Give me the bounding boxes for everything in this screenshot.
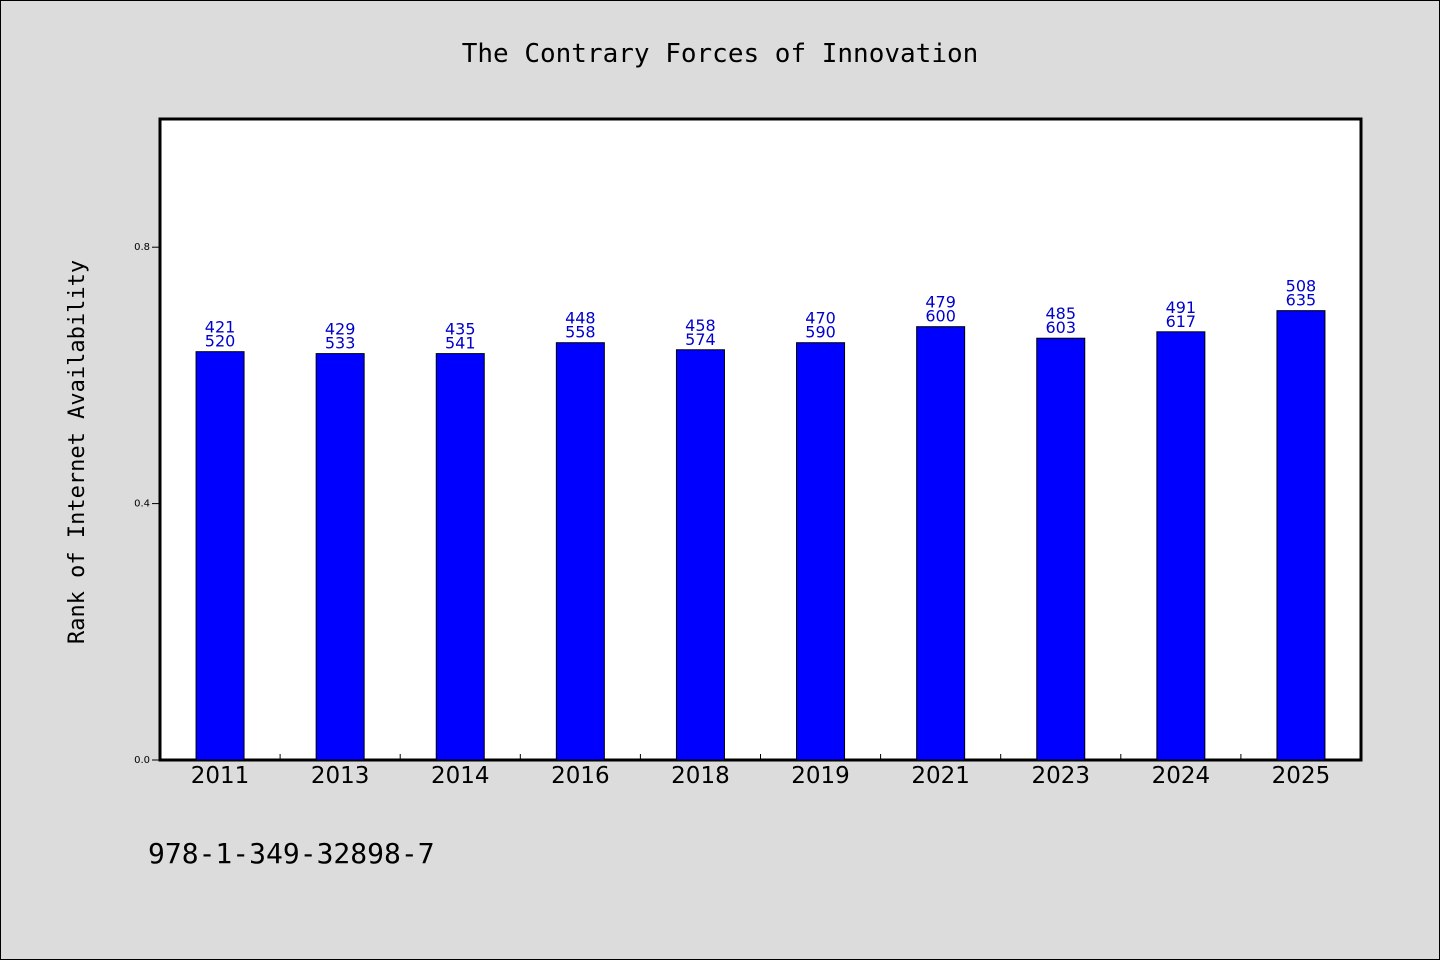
bar-2025 [1276, 310, 1326, 761]
isbn-footer: 978-1-349-32898-7 [148, 837, 435, 870]
data-label-top-2016: 448 [565, 309, 596, 328]
bar-2023 [1036, 337, 1086, 761]
data-label-top-2021: 479 [925, 293, 956, 312]
data-label-bottom-2011: 520 [205, 332, 236, 351]
bar-2014 [435, 353, 485, 761]
x-tick-label-2021: 2021 [911, 763, 970, 789]
bar-2024 [1156, 331, 1206, 761]
x-tick-label-2016: 2016 [551, 763, 610, 789]
data-label-bottom-2018: 574 [685, 330, 716, 349]
data-label-bottom-2025: 635 [1286, 291, 1317, 310]
data-label-bottom-2023: 603 [1045, 318, 1076, 337]
bar-2013 [315, 353, 365, 761]
data-label-bottom-2021: 600 [925, 307, 956, 326]
bar-2018 [675, 349, 725, 761]
y-tick-label-2: 0.8 [134, 242, 150, 253]
data-label-top-2019: 470 [805, 309, 836, 328]
y-tick-label-0: 0.0 [134, 755, 150, 766]
bar-2019 [796, 342, 846, 761]
bar-2016 [555, 342, 605, 761]
y-tick-label-1: 0.4 [134, 499, 150, 510]
bars-group [195, 310, 1326, 761]
y-axis-ticks: 0.0 0.4 0.8 [134, 242, 160, 766]
data-label-bottom-2016: 558 [565, 323, 596, 342]
data-label-top-2013: 429 [325, 320, 356, 339]
data-label-bottom-2014: 541 [445, 334, 476, 353]
data-label-top-2023: 485 [1045, 304, 1076, 323]
x-tick-label-2023: 2023 [1031, 763, 1090, 789]
data-label-top-2011: 421 [205, 318, 236, 337]
x-tick-label-2018: 2018 [671, 763, 730, 789]
x-tick-label-2013: 2013 [311, 763, 370, 789]
data-label-top-2018: 458 [685, 316, 716, 335]
data-label-top-2014: 435 [445, 320, 476, 339]
x-tick-label-2011: 2011 [191, 763, 250, 789]
data-label-top-2024: 491 [1166, 298, 1197, 317]
x-tick-label-2025: 2025 [1272, 763, 1331, 789]
data-label-top-2025: 508 [1286, 277, 1317, 296]
x-tick-label-2014: 2014 [431, 763, 490, 789]
x-axis-ticks: 2011 2013 2014 2016 2018 2019 2021 2023 2024 2025 [191, 754, 1330, 789]
data-label-bottom-2024: 617 [1166, 312, 1197, 331]
y-axis-label: Rank of Internet Availability [65, 260, 90, 644]
data-label-bottom-2013: 533 [325, 334, 356, 353]
x-tick-label-2024: 2024 [1152, 763, 1211, 789]
bar-2021 [916, 326, 966, 761]
chart-title: The Contrary Forces of Innovation [462, 39, 979, 69]
data-label-bottom-2019: 590 [805, 323, 836, 342]
x-tick-label-2019: 2019 [791, 763, 850, 789]
bar-2011 [195, 351, 245, 761]
